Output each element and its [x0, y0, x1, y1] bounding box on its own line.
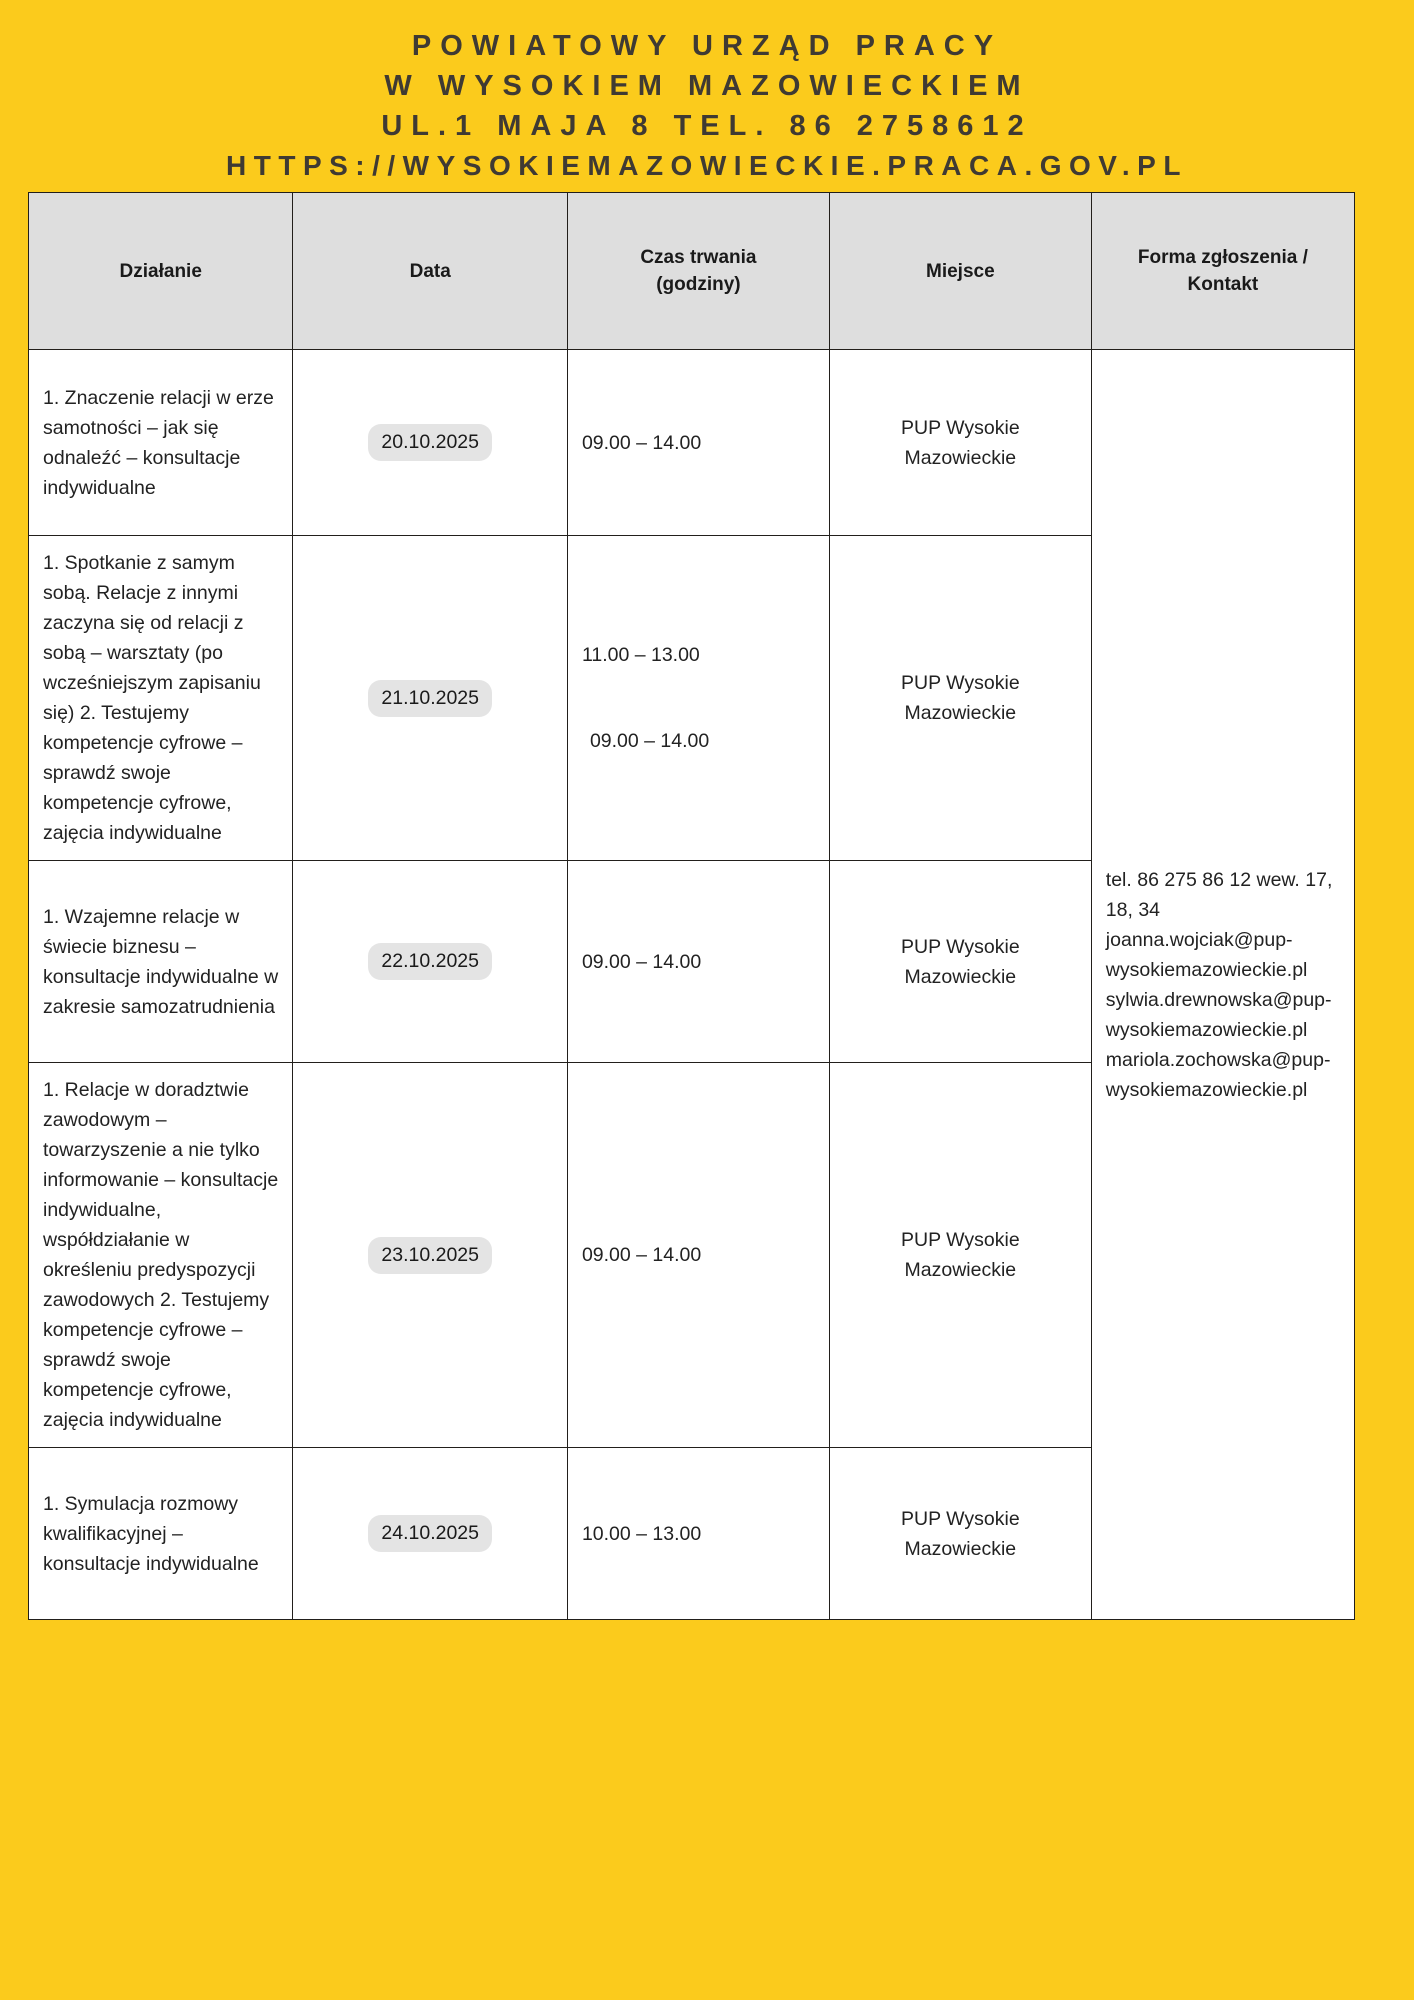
- cell-time: 09.00 – 14.00: [566, 349, 830, 536]
- cell-date: 22.10.2025: [292, 860, 568, 1063]
- schedule-table: Działanie Data Czas trwania (godziny) Mi…: [27, 192, 1356, 1620]
- date-badge: 24.10.2025: [368, 1515, 492, 1552]
- cell-place: PUP Wysokie Mazowieckie: [828, 1447, 1092, 1620]
- cell-action: 1. Symulacja rozmowy kwalifikacyjnej – k…: [27, 1447, 294, 1620]
- time-slot: 10.00 – 13.00: [581, 1522, 702, 1545]
- cell-time: 09.00 – 14.00: [566, 1062, 830, 1448]
- date-badge: 23.10.2025: [368, 1236, 492, 1274]
- header-line-office-name: POWIATOWY URZĄD PRACY: [411, 30, 1003, 62]
- cell-date: 24.10.2025: [292, 1447, 568, 1620]
- table-row: 1. Symulacja rozmowy kwalifikacyjnej – k…: [27, 1447, 1355, 1620]
- time-slot: 09.00 – 14.00: [581, 431, 702, 454]
- time-slot: 11.00 – 13.00: [581, 644, 700, 666]
- cell-place: PUP Wysokie Mazowieckie: [828, 860, 1092, 1063]
- table-row: 1. Relacje w doradztwie zawodowym – towa…: [27, 1062, 1355, 1448]
- cell-action: 1. Relacje w doradztwie zawodowym – towa…: [27, 1062, 294, 1448]
- table-row: 1. Spotkanie z samym sobą. Relacje z inn…: [27, 535, 1355, 861]
- cell-date: 20.10.2025: [292, 349, 568, 536]
- column-header-place: Miejsce: [828, 192, 1092, 350]
- schedule-table-wrap: Działanie Data Czas trwania (godziny) Mi…: [27, 192, 1356, 1620]
- cell-action: 1. Spotkanie z samym sobą. Relacje z inn…: [27, 535, 294, 861]
- cell-date: 23.10.2025: [292, 1062, 568, 1448]
- date-badge: 22.10.2025: [368, 943, 492, 980]
- table-body: 1. Znaczenie relacji w erze samotności –…: [27, 349, 1356, 1620]
- cell-time: 10.00 – 13.00: [566, 1447, 830, 1620]
- column-header-duration-line1: Czas trwania: [640, 247, 757, 268]
- cell-time: 11.00 – 13.00 09.00 – 14.00: [566, 535, 830, 861]
- time-slot: 09.00 – 14.00: [581, 950, 702, 973]
- header-line-city: W WYSOKIEM MAZOWIECKIEM: [384, 70, 1030, 102]
- table-row: 1. Wzajemne relacje w świecie biznesu – …: [27, 860, 1355, 1063]
- cell-place: PUP Wysokie Mazowieckie: [828, 349, 1092, 536]
- cell-contact: tel. 86 275 86 12 wew. 17, 18, 34 joanna…: [1090, 349, 1356, 1620]
- column-header-action: Działanie: [27, 192, 294, 350]
- header-line-website-url: HTTPS://WYSOKIEMAZOWIECKIE.PRACA.GOV.PL: [226, 150, 1188, 181]
- cell-place: PUP Wysokie Mazowieckie: [828, 1062, 1092, 1448]
- header-line-address-phone: UL.1 MAJA 8 TEL. 86 2758612: [381, 110, 1033, 142]
- cell-place: PUP Wysokie Mazowieckie: [828, 535, 1092, 861]
- cell-time: 09.00 – 14.00: [566, 860, 830, 1063]
- column-header-contact-line1: Forma zgłoszenia /: [1137, 247, 1308, 268]
- table-row: 1. Znaczenie relacji w erze samotności –…: [27, 349, 1356, 1620]
- time-slot: 09.00 – 14.00: [581, 1244, 702, 1266]
- cell-date: 21.10.2025: [292, 535, 568, 861]
- table-header-row: Działanie Data Czas trwania (godziny) Mi…: [27, 192, 1356, 350]
- date-badge: 21.10.2025: [368, 679, 492, 717]
- time-slot: 09.00 – 14.00: [589, 730, 710, 752]
- column-header-contact: Forma zgłoszenia / Kontakt: [1090, 192, 1356, 350]
- column-header-duration-line2: (godziny): [656, 274, 741, 295]
- column-header-date: Data: [292, 192, 568, 350]
- cell-action: 1. Znaczenie relacji w erze samotności –…: [27, 349, 294, 536]
- table-header: Działanie Data Czas trwania (godziny) Mi…: [27, 192, 1356, 350]
- cell-action: 1. Wzajemne relacje w świecie biznesu – …: [27, 860, 294, 1063]
- column-header-contact-line2: Kontakt: [1187, 274, 1259, 295]
- date-badge: 20.10.2025: [368, 424, 492, 461]
- column-header-duration: Czas trwania (godziny): [566, 192, 830, 350]
- poster-header: POWIATOWY URZĄD PRACY W WYSOKIEM MAZOWIE…: [0, 0, 1414, 222]
